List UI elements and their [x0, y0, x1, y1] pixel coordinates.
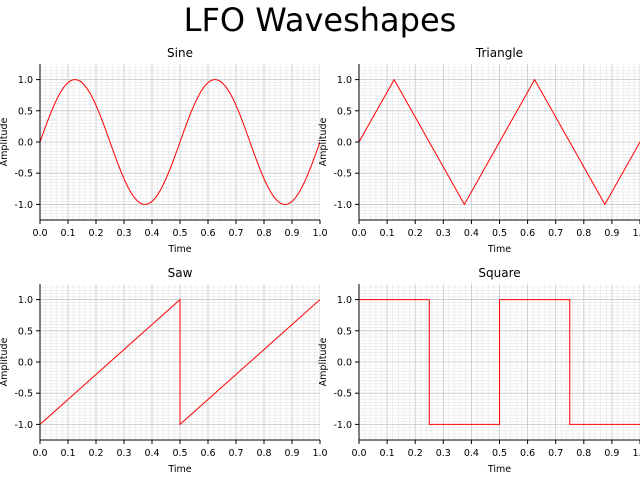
subplot-title: Sine [167, 46, 193, 60]
x-tick-label: 0.6 [200, 448, 215, 459]
y-tick-label: 0.5 [18, 326, 33, 337]
y-tick-label: 0.5 [18, 106, 33, 117]
x-tick-label: 0.8 [576, 228, 591, 239]
x-tick-label: 0.5 [172, 228, 187, 239]
x-tick-label: 1.0 [312, 448, 327, 459]
figure-title: LFO Waveshapes [184, 1, 457, 39]
subplot-title: Saw [168, 266, 193, 280]
x-tick-label: 0.9 [284, 448, 299, 459]
y-tick-label: 1.0 [18, 295, 33, 306]
x-tick-label: 1.0 [312, 228, 327, 239]
y-tick-label: 0.0 [337, 358, 352, 369]
series-line-saw [40, 298, 320, 426]
x-tick-label: 0.0 [32, 228, 47, 239]
y-axis-label: Amplitude [318, 338, 329, 387]
x-tick-label: 0.4 [144, 448, 159, 459]
y-tick-label: -1.0 [14, 420, 33, 431]
x-tick-label: 0.3 [116, 228, 131, 239]
x-tick-label: 0.5 [172, 448, 187, 459]
x-tick-label: 0.6 [520, 448, 535, 459]
y-tick-label: 1.0 [337, 75, 352, 86]
x-tick-label: 0.5 [492, 228, 507, 239]
x-tick-label: 0.9 [604, 228, 619, 239]
x-tick-label: 0.4 [144, 228, 159, 239]
x-tick-label: 0.0 [351, 448, 366, 459]
x-tick-label: 0.2 [408, 448, 423, 459]
x-tick-label: 0.8 [256, 448, 271, 459]
y-tick-label: -0.5 [333, 389, 352, 400]
x-tick-label: 0.7 [548, 448, 563, 459]
x-tick-label: 0.3 [436, 228, 451, 239]
x-tick-label: 0.8 [256, 228, 271, 239]
subplot-square: 0.0 0.1 0.2 0.3 0.4 0.5 0.6 0.7 0.8 0.9 1.0 1.0 0.5 0… [318, 266, 640, 475]
x-axis-label: Time [487, 244, 511, 255]
x-tick-label: 0.3 [116, 448, 131, 459]
x-tick-label: 0.0 [32, 448, 47, 459]
y-tick-label: 0.0 [18, 138, 33, 149]
x-tick-label: 0.6 [520, 228, 535, 239]
x-tick-label: 0.9 [604, 448, 619, 459]
y-tick-label: 0.0 [337, 138, 352, 149]
y-tick-label: 0.5 [337, 106, 352, 117]
x-tick-label: 0.1 [380, 228, 395, 239]
series-line-square [359, 299, 640, 425]
y-tick-label: -1.0 [333, 420, 352, 431]
x-tick-label: 0.1 [380, 448, 395, 459]
y-tick-label: -1.0 [14, 200, 33, 211]
y-tick-label: 0.0 [18, 358, 33, 369]
x-tick-label: 0.2 [88, 448, 103, 459]
y-axis-label: Amplitude [0, 338, 10, 387]
x-axis-label: Time [487, 464, 511, 475]
y-tick-label: 1.0 [18, 75, 33, 86]
x-tick-label: 0.8 [576, 448, 591, 459]
x-tick-label: 0.4 [464, 448, 479, 459]
subplot-title: Triangle [475, 46, 523, 60]
y-tick-label: -1.0 [333, 200, 352, 211]
subplot-triangle: 0.0 0.1 0.2 0.3 0.4 0.5 0.6 0.7 0.8 0.9 1.0 1.0 0.5 0… [318, 46, 640, 255]
x-tick-label: 0.1 [60, 228, 75, 239]
series-line-sine [40, 79, 320, 205]
x-axis-label: Time [167, 464, 191, 475]
x-tick-label: 1.0 [632, 228, 640, 239]
x-tick-label: 0.6 [200, 228, 215, 239]
y-tick-label: -0.5 [14, 169, 33, 180]
x-tick-label: 0.2 [408, 228, 423, 239]
x-tick-label: 0.4 [464, 228, 479, 239]
x-tick-label: 0.3 [436, 448, 451, 459]
subplot-title: Square [478, 266, 520, 280]
y-axis-label: Amplitude [318, 118, 329, 167]
x-tick-label: 0.7 [228, 448, 243, 459]
x-tick-label: 1.0 [632, 448, 640, 459]
x-axis-label: Time [167, 244, 191, 255]
y-axis-label: Amplitude [0, 118, 10, 167]
x-tick-label: 0.2 [88, 228, 103, 239]
x-tick-label: 0.7 [228, 228, 243, 239]
x-tick-label: 0.5 [492, 448, 507, 459]
x-tick-label: 0.0 [351, 228, 366, 239]
y-tick-label: 1.0 [337, 295, 352, 306]
subplot-saw: 0.0 0.1 0.2 0.3 0.4 0.5 0.6 0.7 0.8 0.9 1.0 1.0 0.5 0… [0, 266, 328, 475]
subplot-sine: 0.0 0.1 0.2 0.3 0.4 0.5 0.6 0.7 0.8 0.9 1.0 1.0 0.5 0… [0, 46, 328, 255]
x-tick-label: 0.1 [60, 448, 75, 459]
y-tick-label: 0.5 [337, 326, 352, 337]
y-tick-label: -0.5 [14, 389, 33, 400]
series-line-triangle [359, 78, 640, 206]
x-tick-label: 0.7 [548, 228, 563, 239]
x-tick-label: 0.9 [284, 228, 299, 239]
y-tick-label: -0.5 [333, 169, 352, 180]
